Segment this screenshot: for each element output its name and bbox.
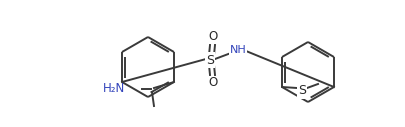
Text: S: S [297, 84, 305, 98]
Text: O: O [208, 76, 217, 90]
Text: S: S [205, 53, 213, 67]
Text: H₂N: H₂N [102, 82, 125, 94]
Text: O: O [208, 30, 217, 44]
Text: NH: NH [229, 45, 246, 55]
